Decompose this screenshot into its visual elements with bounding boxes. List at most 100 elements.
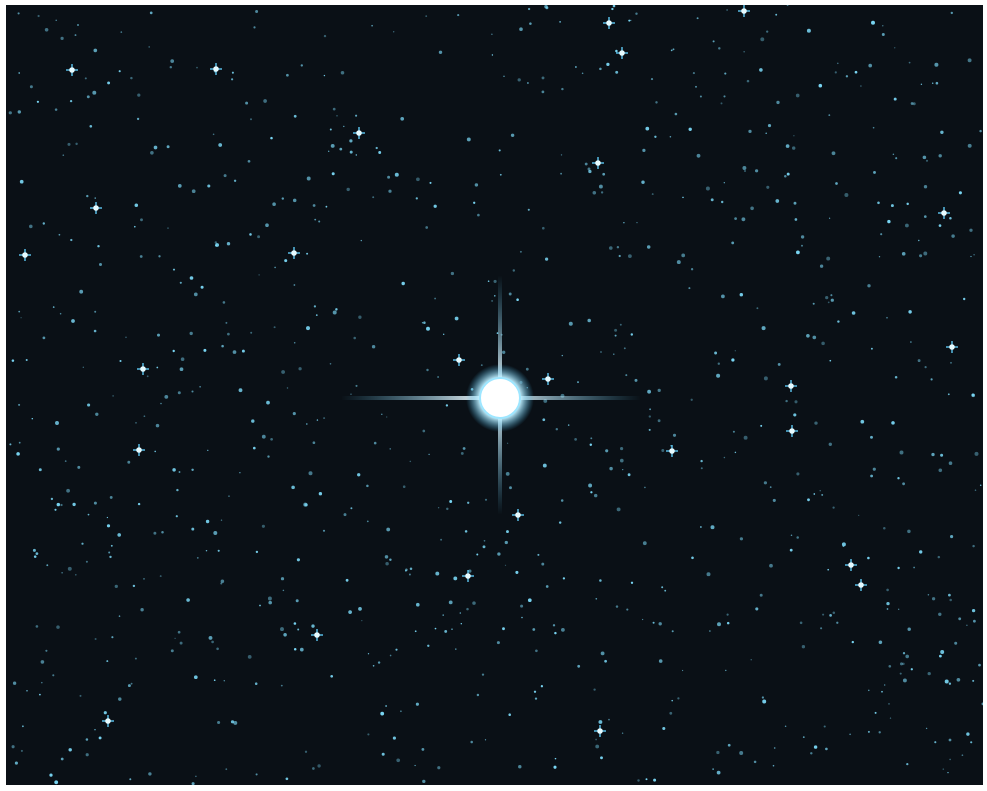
faint-star <box>720 200 724 204</box>
faint-star <box>723 182 725 184</box>
faint-star <box>872 126 875 129</box>
faint-star <box>315 314 318 316</box>
faint-star <box>948 682 952 685</box>
faint-star <box>661 449 665 452</box>
faint-star <box>592 191 597 195</box>
faint-star <box>140 608 144 612</box>
faint-star <box>696 17 699 20</box>
faint-star <box>386 416 388 418</box>
faint-star <box>923 251 928 256</box>
faint-star <box>759 68 763 72</box>
faint-star <box>721 294 725 299</box>
faint-star <box>938 154 942 158</box>
faint-star <box>904 223 909 228</box>
faint-star <box>615 49 618 53</box>
faint-star <box>654 135 657 138</box>
faint-star <box>974 451 979 456</box>
faint-star <box>883 527 886 530</box>
bright-star <box>102 715 114 727</box>
faint-star <box>956 677 961 682</box>
faint-star <box>388 189 392 193</box>
faint-star <box>286 387 289 389</box>
faint-star <box>674 112 678 116</box>
faint-star <box>422 429 426 433</box>
faint-star <box>8 111 12 115</box>
faint-star <box>821 341 825 346</box>
faint-star <box>832 506 835 509</box>
faint-star <box>978 663 981 667</box>
faint-star <box>375 146 378 150</box>
faint-star <box>767 124 772 128</box>
faint-star <box>389 448 391 450</box>
faint-star <box>940 650 945 654</box>
faint-star <box>266 400 270 405</box>
faint-star <box>459 612 462 614</box>
faint-star <box>614 328 618 332</box>
faint-star <box>870 435 873 439</box>
faint-star <box>498 149 501 152</box>
faint-star <box>802 736 805 738</box>
faint-star <box>66 488 70 493</box>
faint-star <box>877 201 880 205</box>
faint-star <box>208 635 213 640</box>
faint-star <box>56 502 61 507</box>
faint-star <box>940 130 944 135</box>
faint-star <box>871 20 875 25</box>
faint-star <box>541 562 545 566</box>
faint-star <box>392 736 396 740</box>
faint-star <box>42 336 46 340</box>
faint-star <box>669 136 672 138</box>
faint-star <box>94 310 97 313</box>
faint-star <box>125 336 127 339</box>
bright-star <box>19 249 31 261</box>
faint-star <box>709 630 711 632</box>
bright-star <box>542 373 554 385</box>
faint-star <box>55 19 57 22</box>
faint-star <box>784 174 787 178</box>
faint-star <box>919 550 923 554</box>
faint-star <box>727 743 731 747</box>
faint-star <box>308 471 313 476</box>
faint-star <box>52 306 55 308</box>
faint-star <box>923 185 928 189</box>
faint-star <box>777 362 781 366</box>
faint-star <box>849 733 851 736</box>
faint-star <box>769 486 772 488</box>
faint-star <box>179 641 183 645</box>
faint-star <box>295 599 299 603</box>
faint-star <box>134 203 139 208</box>
faint-star <box>109 555 112 559</box>
faint-star <box>69 99 73 103</box>
faint-star <box>148 46 151 48</box>
faint-star <box>890 204 894 208</box>
faint-star <box>595 738 597 741</box>
bright-star <box>738 5 750 17</box>
faint-star <box>241 349 245 353</box>
faint-star <box>894 47 896 49</box>
faint-star <box>950 11 953 15</box>
faint-star <box>690 398 693 401</box>
faint-star <box>35 625 39 628</box>
faint-star <box>688 127 692 131</box>
faint-star <box>196 66 198 69</box>
faint-star <box>661 586 664 589</box>
faint-star <box>934 62 939 67</box>
faint-star <box>837 62 839 65</box>
faint-star <box>609 466 613 471</box>
faint-star <box>221 344 224 348</box>
faint-star <box>396 758 401 763</box>
faint-star <box>598 720 603 724</box>
faint-star <box>93 48 98 53</box>
faint-star <box>963 297 966 301</box>
faint-star <box>812 302 815 305</box>
faint-star <box>85 753 89 757</box>
faint-star <box>99 263 102 266</box>
faint-star <box>954 641 958 645</box>
faint-star <box>682 196 684 199</box>
faint-star <box>972 679 975 682</box>
faint-star <box>655 101 658 104</box>
faint-star <box>254 682 258 685</box>
faint-star <box>312 204 316 207</box>
faint-star <box>336 114 338 117</box>
